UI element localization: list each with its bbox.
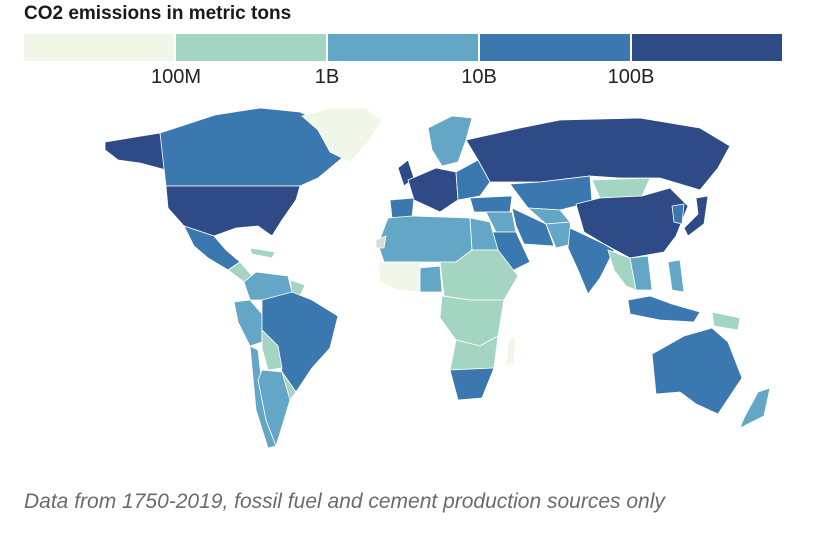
region-southern-africa: [449, 335, 499, 371]
region-indochina: [607, 249, 637, 291]
region-philippines: [667, 259, 685, 293]
legend-bin-4: [632, 34, 782, 61]
region-nigeria: [419, 265, 443, 293]
region-north-africa: [377, 215, 473, 263]
region-mongolia: [591, 177, 651, 199]
legend-tick-1b: 1B: [314, 66, 340, 88]
region-china: [575, 187, 689, 259]
region-caribbean: [249, 247, 276, 259]
region-papua: [711, 311, 741, 331]
region-india: [567, 227, 615, 295]
region-thailand-vietnam: [629, 255, 653, 291]
region-turkey: [469, 195, 513, 213]
legend-bin-1: [176, 34, 326, 61]
region-iberia: [389, 197, 415, 219]
legend-tick-100m: 100M: [150, 66, 202, 88]
region-australia: [651, 327, 743, 415]
color-legend: [24, 34, 782, 61]
region-new-zealand: [739, 387, 771, 429]
region-scandinavia: [427, 115, 473, 167]
legend-tick-100b: 100B: [607, 66, 655, 88]
region-russia: [465, 117, 731, 191]
region-alaska: [104, 132, 167, 171]
region-peru: [233, 299, 263, 347]
no-data-region: [375, 235, 387, 249]
region-argentina: [257, 369, 291, 448]
region-south-africa: [449, 367, 495, 401]
legend-bin-0: [24, 34, 174, 61]
region-indonesia: [627, 295, 701, 323]
legend-bin-2: [328, 34, 478, 61]
region-western-europe: [407, 167, 459, 213]
region-bolivia: [261, 329, 283, 371]
region-greenland: [301, 107, 383, 163]
legend-bin-3: [480, 34, 630, 61]
region-west-africa: [377, 261, 421, 293]
region-eastern-europe: [455, 159, 491, 201]
legend-tick-10b: 10B: [461, 66, 497, 88]
region-iran: [511, 207, 555, 247]
region-madagascar: [505, 335, 517, 367]
region-usa: [165, 185, 301, 237]
chart-title: CO2 emissions in metric tons: [24, 3, 292, 24]
region-korea: [671, 203, 685, 225]
caption: Data from 1750-2019, fossil fuel and cem…: [24, 490, 665, 513]
region-japan: [683, 195, 709, 237]
